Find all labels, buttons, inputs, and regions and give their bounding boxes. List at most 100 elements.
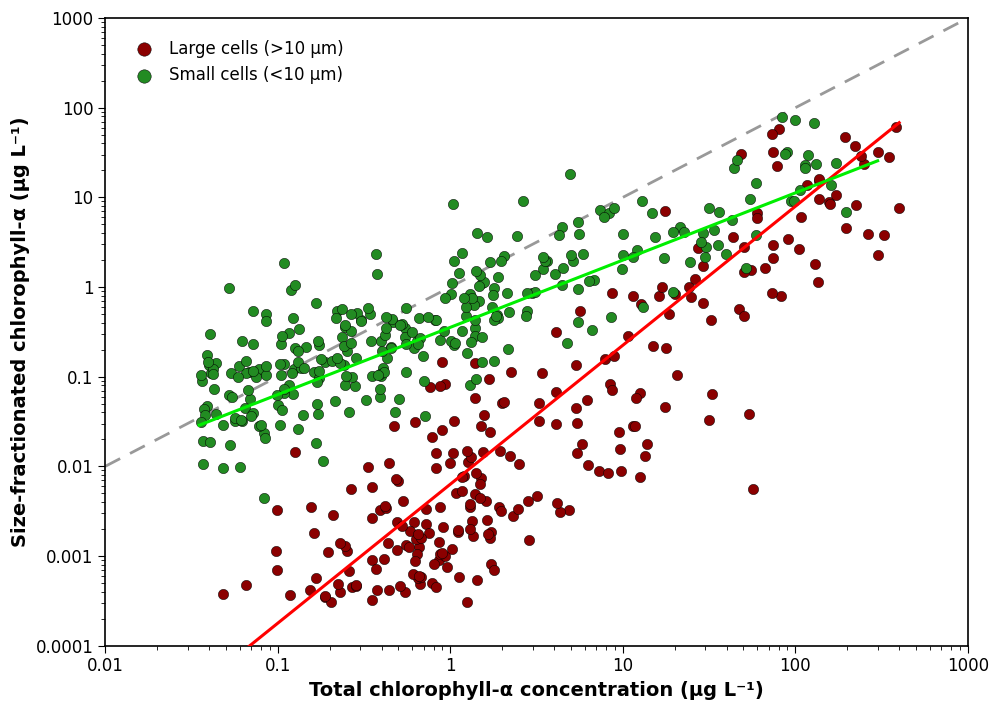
Small cells (<10 μm)	[742, 193, 758, 204]
Small cells (<10 μm)	[482, 256, 498, 267]
Small cells (<10 μm)	[443, 335, 459, 346]
Large cells (>10 μm)	[749, 207, 765, 218]
Large cells (>10 μm)	[411, 570, 427, 582]
Small cells (<10 μm)	[726, 163, 742, 174]
Large cells (>10 μm)	[269, 505, 285, 516]
Large cells (>10 μm)	[549, 498, 565, 509]
Large cells (>10 μm)	[822, 198, 838, 210]
Small cells (<10 μm)	[343, 309, 359, 320]
Small cells (<10 μm)	[625, 251, 641, 262]
Large cells (>10 μm)	[418, 518, 434, 529]
Small cells (<10 μm)	[527, 287, 543, 298]
Large cells (>10 μm)	[625, 291, 641, 302]
Small cells (<10 μm)	[748, 230, 764, 241]
Large cells (>10 μm)	[881, 151, 897, 163]
Large cells (>10 μm)	[838, 223, 854, 234]
Large cells (>10 μm)	[302, 584, 318, 596]
Large cells (>10 μm)	[394, 520, 410, 532]
Small cells (<10 μm)	[706, 225, 722, 236]
Small cells (<10 μm)	[571, 228, 587, 240]
Small cells (<10 μm)	[464, 292, 480, 304]
Small cells (<10 μm)	[258, 309, 274, 320]
Large cells (>10 μm)	[821, 196, 837, 208]
Small cells (<10 μm)	[298, 341, 314, 353]
Large cells (>10 μm)	[215, 589, 231, 600]
Large cells (>10 μm)	[769, 161, 785, 172]
Large cells (>10 μm)	[325, 509, 341, 520]
Small cells (<10 μm)	[232, 461, 248, 473]
Large cells (>10 μm)	[424, 577, 440, 589]
Large cells (>10 μm)	[494, 397, 510, 409]
Large cells (>10 μm)	[434, 356, 450, 368]
Large cells (>10 μm)	[413, 532, 429, 543]
Small cells (<10 μm)	[451, 267, 467, 279]
Large cells (>10 μm)	[657, 401, 673, 412]
Small cells (<10 μm)	[493, 256, 509, 267]
Small cells (<10 μm)	[273, 370, 289, 381]
Small cells (<10 μm)	[665, 287, 681, 298]
Large cells (>10 μm)	[390, 476, 406, 487]
Large cells (>10 μm)	[282, 589, 298, 601]
Small cells (<10 μm)	[285, 388, 301, 400]
Small cells (<10 μm)	[215, 463, 231, 474]
Large cells (>10 μm)	[681, 282, 697, 293]
Small cells (<10 μm)	[283, 284, 299, 296]
Small cells (<10 μm)	[256, 492, 272, 503]
Small cells (<10 μm)	[436, 326, 452, 337]
Large cells (>10 μm)	[736, 267, 752, 278]
Large cells (>10 μm)	[860, 228, 876, 239]
Large cells (>10 μm)	[574, 439, 590, 450]
Small cells (<10 μm)	[306, 366, 322, 378]
Small cells (<10 μm)	[195, 435, 211, 447]
Large cells (>10 μm)	[703, 314, 719, 326]
Small cells (<10 μm)	[792, 185, 808, 196]
Small cells (<10 μm)	[838, 206, 854, 218]
Large cells (>10 μm)	[467, 392, 483, 404]
Small cells (<10 μm)	[476, 276, 492, 287]
Large cells (>10 μm)	[408, 533, 424, 545]
Large cells (>10 μm)	[392, 581, 408, 592]
Legend: Large cells (>10 μm), Small cells (<10 μm): Large cells (>10 μm), Small cells (<10 μ…	[114, 26, 357, 97]
Large cells (>10 μm)	[645, 341, 661, 352]
Large cells (>10 μm)	[445, 448, 461, 459]
Small cells (<10 μm)	[199, 401, 215, 412]
Small cells (<10 μm)	[336, 340, 352, 351]
Large cells (>10 μm)	[791, 243, 807, 255]
Small cells (<10 μm)	[328, 312, 344, 324]
Small cells (<10 μm)	[257, 432, 273, 443]
Large cells (>10 μm)	[462, 498, 478, 510]
Large cells (>10 μm)	[454, 485, 470, 496]
Small cells (<10 μm)	[485, 290, 501, 301]
Small cells (<10 μm)	[310, 408, 326, 419]
Large cells (>10 μm)	[460, 456, 476, 468]
Large cells (>10 μm)	[428, 462, 444, 474]
Small cells (<10 μm)	[194, 375, 210, 386]
Small cells (<10 μm)	[258, 370, 274, 381]
Small cells (<10 μm)	[284, 368, 300, 379]
Small cells (<10 μm)	[412, 332, 428, 343]
Large cells (>10 μm)	[369, 584, 385, 596]
Large cells (>10 μm)	[731, 304, 747, 315]
Small cells (<10 μm)	[378, 311, 394, 323]
Small cells (<10 μm)	[562, 168, 578, 179]
Large cells (>10 μm)	[435, 522, 451, 533]
Small cells (<10 μm)	[253, 419, 269, 431]
Large cells (>10 μm)	[811, 173, 827, 185]
Small cells (<10 μm)	[343, 338, 359, 349]
Large cells (>10 μm)	[741, 408, 757, 419]
Small cells (<10 μm)	[518, 310, 534, 321]
Large cells (>10 μm)	[561, 505, 577, 516]
Large cells (>10 μm)	[695, 260, 711, 272]
Large cells (>10 μm)	[413, 571, 429, 582]
Large cells (>10 μm)	[395, 496, 411, 507]
Small cells (<10 μm)	[269, 389, 285, 400]
Large cells (>10 μm)	[432, 548, 448, 560]
Small cells (<10 μm)	[404, 326, 420, 337]
Large cells (>10 μm)	[725, 232, 741, 243]
Small cells (<10 μm)	[369, 268, 385, 279]
Small cells (<10 μm)	[410, 338, 426, 349]
Small cells (<10 μm)	[484, 301, 500, 312]
Small cells (<10 μm)	[415, 351, 431, 362]
Small cells (<10 μm)	[334, 303, 350, 314]
Large cells (>10 μm)	[604, 288, 620, 299]
